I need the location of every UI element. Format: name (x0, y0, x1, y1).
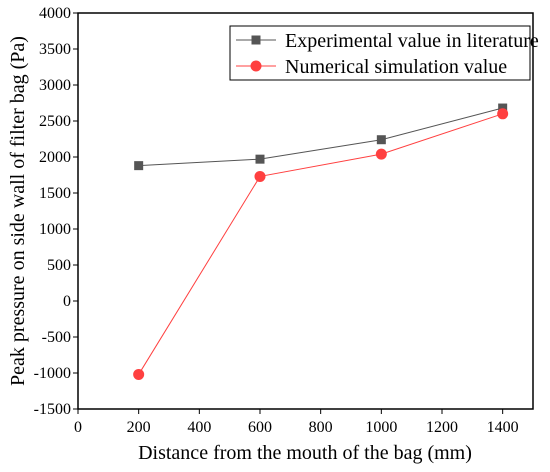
y-tick-label: 2500 (39, 113, 71, 130)
y-tick-label: 1000 (39, 221, 71, 238)
x-axis-title: Distance from the mouth of the bag (mm) (138, 442, 472, 464)
legend-box (229, 25, 531, 81)
x-tick-label: 600 (248, 419, 272, 436)
legend-label-experimental: Experimental value in literature (285, 30, 539, 52)
x-tick-label: 200 (127, 419, 151, 436)
legend: Experimental value in literature Numeric… (229, 25, 539, 81)
plot-frame (77, 12, 534, 410)
x-axis-ticks: 0 200 400 600 800 1000 1200 1400 (74, 409, 519, 436)
y-axis-title: Peak pressure on side wall of filter bag… (7, 36, 29, 386)
data-point-square (498, 103, 508, 113)
x-tick-label: 800 (309, 419, 333, 436)
data-point-circle (133, 368, 145, 380)
y-tick-label: -1500 (34, 401, 71, 418)
y-tick-label: 3500 (39, 41, 71, 58)
y-tick-label: 500 (47, 257, 71, 274)
data-point-square (134, 161, 144, 171)
y-axis-ticks: -1500 -1000 -500 0 500 1000 1500 2000 2500 3000 35… (34, 5, 78, 418)
y-tick-label: 0 (63, 293, 71, 310)
legend-marker-square (251, 35, 261, 45)
y-tick-label: 3000 (39, 77, 71, 94)
series-line-2 (138, 113, 503, 375)
y-tick-label: -1000 (34, 365, 71, 382)
x-tick-label: 1400 (487, 419, 519, 436)
series-line-1 (138, 107, 503, 167)
legend-marker-circle (250, 60, 262, 72)
data-point-circle (497, 108, 509, 120)
data-point-square (255, 154, 265, 164)
y-tick-label: 1500 (39, 185, 71, 202)
data-point-circle (375, 148, 387, 160)
data-point-square (376, 135, 386, 145)
x-tick-label: 1200 (426, 419, 458, 436)
series-layer (133, 103, 509, 380)
y-tick-label: 2000 (39, 149, 71, 166)
x-tick-label: 0 (74, 419, 82, 436)
y-tick-label: 4000 (39, 5, 71, 22)
x-tick-label: 1000 (365, 419, 397, 436)
legend-label-simulation: Numerical simulation value (285, 56, 507, 78)
data-point-circle (254, 170, 266, 182)
y-tick-label: -500 (42, 329, 71, 346)
x-tick-label: 400 (187, 419, 211, 436)
